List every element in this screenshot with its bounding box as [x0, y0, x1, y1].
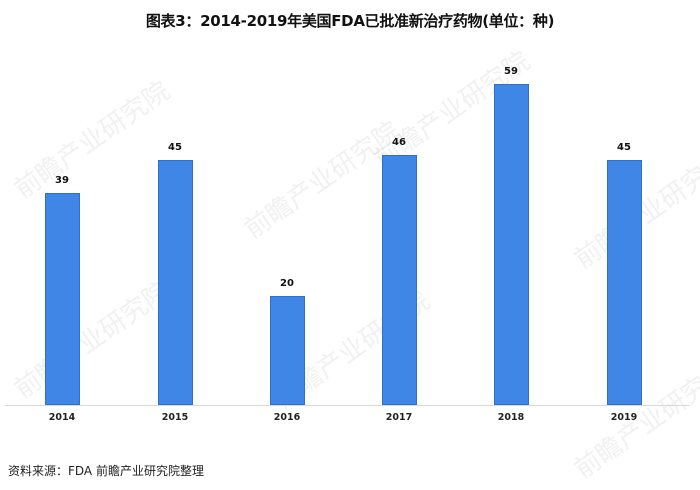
data-label: 45: [617, 142, 631, 153]
x-tick-label: 2017: [385, 412, 413, 423]
chart-title: 图表3：2014-2019年美国FDA已批准新治疗药物(单位：种): [145, 12, 555, 30]
source-note: 资料来源：FDA 前瞻产业研究院整理: [8, 464, 204, 478]
bar-2018: [494, 84, 529, 405]
bar-2019: [607, 160, 642, 405]
bar-2015: [158, 160, 193, 405]
watermark: 前瞻产业研究院: [9, 276, 176, 406]
data-label: 46: [392, 137, 406, 148]
x-tick-label: 2015: [161, 412, 189, 423]
data-label: 59: [504, 66, 518, 77]
bar-2016: [270, 296, 305, 405]
x-tick-label: 2019: [610, 412, 638, 423]
x-tick-label: 2016: [273, 412, 301, 423]
watermark: 前瞻产业研究院: [239, 116, 406, 246]
x-tick-label: 2014: [48, 412, 76, 423]
data-label: 39: [55, 175, 69, 186]
data-label: 20: [280, 278, 294, 289]
data-label: 45: [168, 142, 182, 153]
x-axis-line: [5, 405, 690, 406]
bar-2014: [45, 193, 80, 405]
bar-2017: [382, 155, 417, 405]
x-tick-label: 2018: [497, 412, 525, 423]
